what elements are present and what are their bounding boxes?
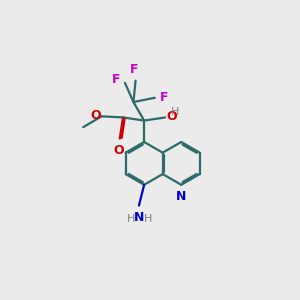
Text: H: H (144, 214, 152, 224)
Text: H: H (171, 107, 179, 117)
Text: O: O (90, 109, 101, 122)
Text: H: H (126, 214, 135, 224)
Text: F: F (112, 73, 120, 86)
Text: N: N (134, 211, 144, 224)
Text: O: O (113, 144, 124, 157)
Text: F: F (160, 91, 169, 104)
Text: N: N (176, 190, 186, 203)
Text: O: O (166, 110, 177, 123)
Text: F: F (130, 63, 138, 76)
